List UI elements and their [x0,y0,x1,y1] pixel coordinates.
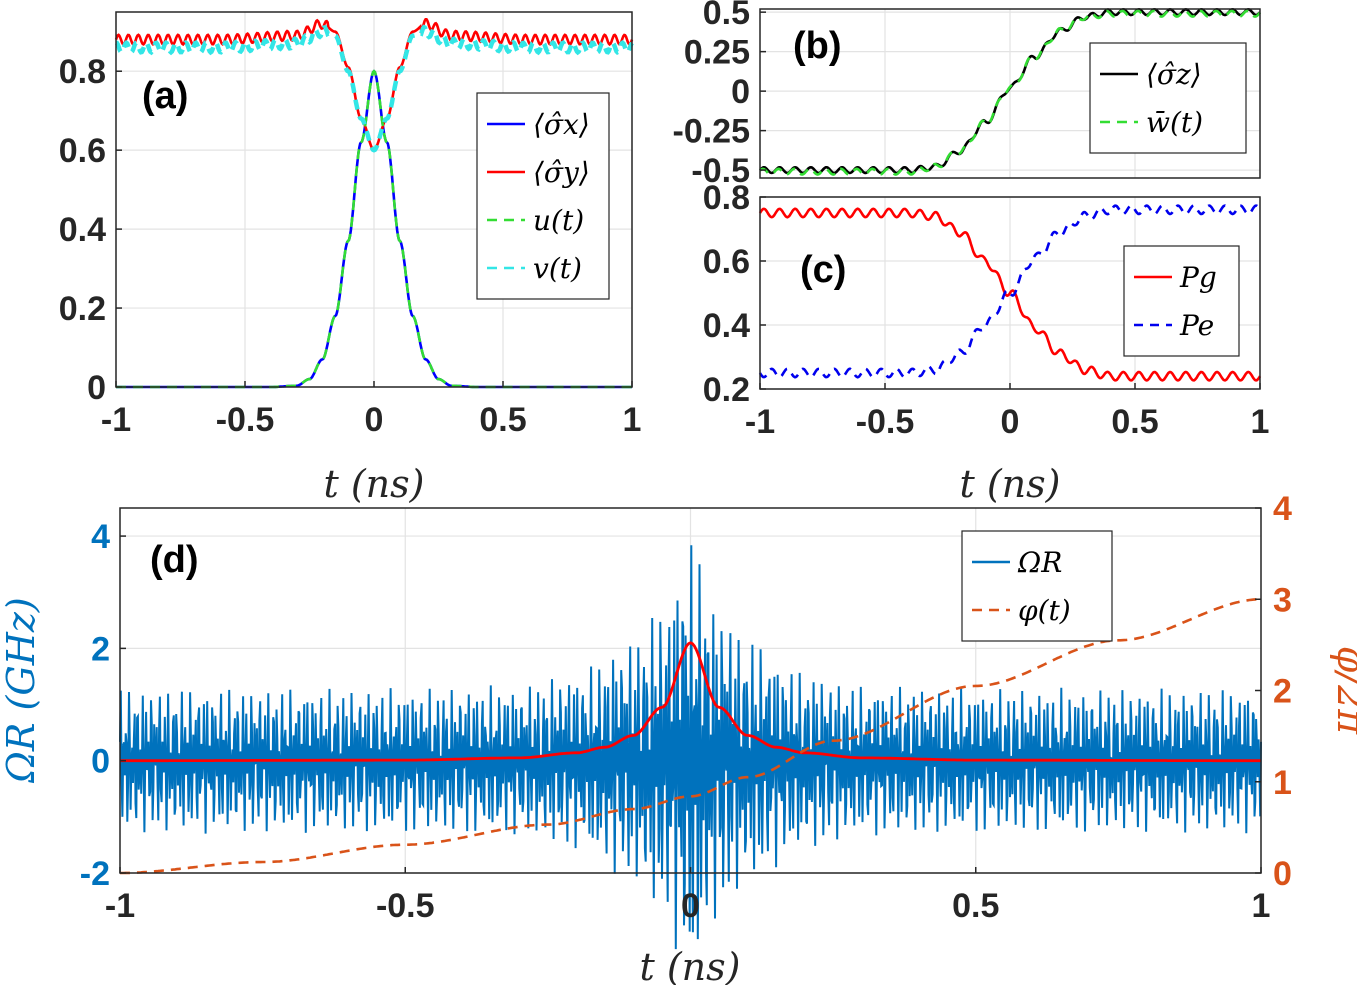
xtick-label-c-1: -0.5 [856,403,915,441]
legend-label-a-1: ⟨σ̂y⟩ [533,156,590,189]
xtick-label-d-1: -0.5 [376,887,435,925]
legend-label-c-0: Pg [1179,261,1217,294]
ytick-label-d-0: -2 [80,855,110,893]
legend-box-b [1089,42,1247,154]
ytick-label-c-0: 0.2 [703,371,750,409]
ytick-label-b-2: 0 [731,73,750,111]
legend-a: ⟨σ̂x⟩ ⟨σ̂y⟩ u(t) v(t) [476,92,610,300]
ticks-c: -1 -0.5 0 0.5 1 0.2 0.4 0.6 0.8 [703,179,1270,441]
ytick-label-a-1: 0.2 [59,290,106,328]
series-line-c-0 [758,207,1262,382]
legend-label-d-1: φ(t) [1018,594,1071,627]
plot-area-c [758,204,1262,382]
xtick-label-c-4: 1 [1251,403,1270,441]
ytick-right-label-0: 0 [1273,855,1292,893]
ytick-label-a-4: 0.8 [59,53,106,91]
ytick-right-label-3: 3 [1273,581,1292,619]
legend-c: Pg Pe [1123,245,1240,357]
ytick-right-label-1: 1 [1273,764,1292,802]
plot-area-d [119,545,1262,950]
ytick-label-b-1: -0.25 [673,113,751,151]
panel-label-b: (b) [793,25,842,67]
legend-label-c-1: Pe [1179,309,1214,342]
xtick-label-a-0: -1 [101,401,131,439]
legend-d: ΩR φ(t) [961,530,1113,642]
x-axis-label-d: t (ns) [640,945,741,985]
ytick-label-a-2: 0.4 [59,211,106,249]
series-line-a-3 [114,24,634,153]
x-axis-label-c: t (ns) [960,462,1061,506]
xtick-label-c-0: -1 [745,403,775,441]
series-line-c-1 [758,204,1262,379]
xtick-label-d-3: 0.5 [952,887,999,925]
ytick-label-a-3: 0.6 [59,132,106,170]
legend-box-c [1123,245,1240,357]
xtick-label-c-3: 0.5 [1111,403,1158,441]
ytick-label-c-3: 0.8 [703,179,750,217]
ytick-label-d-1: 0 [91,743,110,781]
xtick-label-c-2: 0 [1001,403,1020,441]
legend-b: ⟨σ̂z⟩ w̄(t) [1089,42,1247,154]
ytick-label-a-0: 0 [87,369,106,407]
ytick-right-label-4: 4 [1273,490,1292,528]
series-line-b-1 [759,9,1262,176]
legend-box-d [961,530,1113,642]
legend-label-a-2: u(t) [533,204,584,237]
legend-label-a-0: ⟨σ̂x⟩ [533,108,590,141]
xtick-label-a-3: 0.5 [479,401,526,439]
panel-c: -1 -0.5 0 0.5 1 0.2 0.4 0.6 0.8 (c) t (ns) Pg Pe [703,179,1270,506]
xtick-label-d-4: 1 [1252,887,1271,925]
xtick-label-d-0: -1 [105,887,135,925]
ytick-label-b-0: -0.5 [691,152,750,190]
legend-box-a [476,92,610,300]
series-line-omega [119,545,1262,950]
ticks-a: -1 -0.5 0 0.5 1 0 0.2 0.4 0.6 0.8 [59,53,642,439]
ytick-label-d-3: 4 [91,518,110,556]
panel-a: -1 -0.5 0 0.5 1 0 0.2 0.4 0.6 0.8 (a) t (ns) ⟨σ̂x… [59,11,642,506]
ytick-label-b-4: 0.5 [703,0,750,32]
axes-box-b [759,8,1261,179]
x-axis-label-a: t (ns) [324,462,425,506]
y-axis-label-right-d: φ/2π [1329,646,1357,736]
series-line-envelope [120,641,1261,763]
xtick-label-a-2: 0 [365,401,384,439]
ytick-label-b-3: 0.25 [684,34,750,72]
panel-label-a: (a) [142,75,188,117]
y-axis-label-d: ΩR (GHz) [0,597,43,783]
xtick-label-d-2: 0 [681,887,700,925]
panel-label-c: (c) [800,249,846,291]
panel-label-d: (d) [150,539,199,581]
legend-label-d-0: ΩR [1017,546,1062,579]
xtick-label-a-1: -0.5 [216,401,275,439]
xtick-label-a-4: 1 [623,401,642,439]
legend-label-b-1: w̄(t) [1146,106,1203,139]
ytick-label-d-2: 2 [91,630,110,668]
legend-label-a-3: v(t) [533,252,582,285]
series-line-phi [120,598,1261,875]
ytick-right-label-2: 2 [1273,673,1292,711]
plot-area-b [759,7,1262,176]
ytick-label-c-1: 0.4 [703,307,750,345]
legend-label-b-0: ⟨σ̂z⟩ [1146,58,1202,91]
ytick-label-c-2: 0.6 [703,243,750,281]
